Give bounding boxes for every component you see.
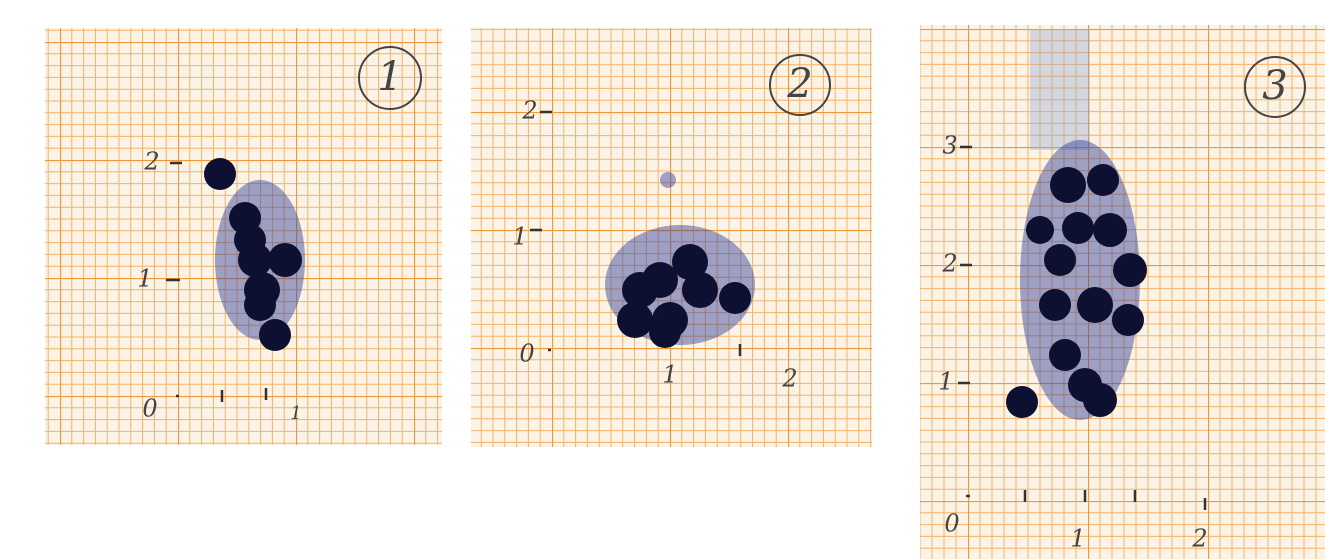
x-label: 2 (781, 365, 797, 393)
graph-sheet: 2 2 1 0 1 2 (471, 28, 872, 447)
x-label: 2 (1191, 525, 1207, 553)
y-label: 1 (938, 368, 953, 396)
ink-blob (1093, 213, 1127, 247)
ink-blob (1030, 30, 1090, 150)
x-label: 1 (1070, 525, 1085, 553)
y-label: 2 (521, 97, 537, 125)
y-label: 2 (143, 148, 159, 176)
ink-blob (682, 272, 718, 308)
ink-blob (719, 282, 751, 314)
y-label: 1 (512, 223, 527, 251)
ink-blob (1083, 383, 1117, 417)
graph-sheet: 3 3 2 1 0 1 2 (920, 25, 1325, 559)
ink-blob (1077, 287, 1113, 323)
ink-blob (1026, 216, 1054, 244)
y-label: 1 (137, 265, 152, 293)
ink-blob (1044, 244, 1076, 276)
ink-blob (1087, 164, 1119, 196)
ink-blob (649, 316, 681, 348)
ink-blob (617, 302, 653, 338)
ink-blob (1039, 289, 1071, 321)
ink-blob (1006, 386, 1038, 418)
ink-blob (1050, 167, 1086, 203)
ink-blob (1112, 304, 1144, 336)
ink-blob (1062, 212, 1094, 244)
ink-blob (259, 319, 291, 351)
ink-blob (1049, 339, 1081, 371)
ink-blob (204, 158, 236, 190)
photo: 1 2 1 0 1 2 2 1 0 1 2 (0, 0, 1325, 559)
x-label: 0 (142, 395, 157, 423)
x-label: 1 (290, 403, 301, 424)
sheet-number: 1 (377, 54, 402, 100)
x-label: 1 (662, 361, 677, 389)
ink-blob (642, 262, 678, 298)
ink-blob (268, 243, 302, 277)
ink-blob (238, 243, 272, 277)
x-label: 0 (944, 510, 959, 538)
sheet-number: 2 (786, 61, 812, 107)
ink-blob (1113, 253, 1147, 287)
graph-sheet: 1 2 1 0 1 (45, 28, 442, 445)
y-label: 3 (942, 132, 957, 160)
ink-blob (660, 172, 676, 188)
sheet-number: 3 (1262, 63, 1287, 109)
y-label: 2 (941, 250, 957, 278)
y-label: 0 (519, 340, 534, 368)
ink-blob (244, 289, 276, 321)
